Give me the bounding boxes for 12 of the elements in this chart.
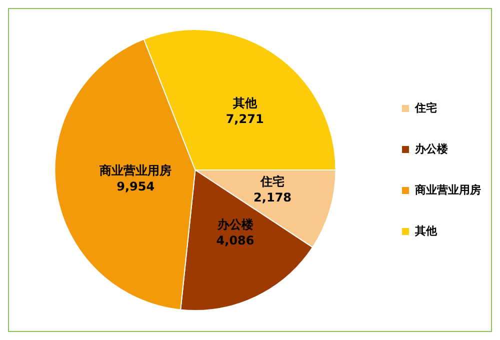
legend-label: 住宅 [414, 101, 437, 114]
slice-label: 商业营业用房 [98, 164, 172, 178]
data-label: 2,178 [254, 190, 292, 204]
data-label: 7,271 [226, 112, 264, 126]
data-label: 9,954 [116, 180, 155, 194]
slice-label: 住宅 [260, 174, 285, 188]
legend-label: 商业营业用房 [414, 183, 481, 196]
data-label: 4,086 [216, 234, 254, 248]
legend-label: 其他 [414, 224, 438, 238]
slice-label: 办公楼 [216, 218, 254, 232]
slice-label: 其他 [232, 96, 258, 110]
legend-label: 办公楼 [414, 142, 449, 156]
